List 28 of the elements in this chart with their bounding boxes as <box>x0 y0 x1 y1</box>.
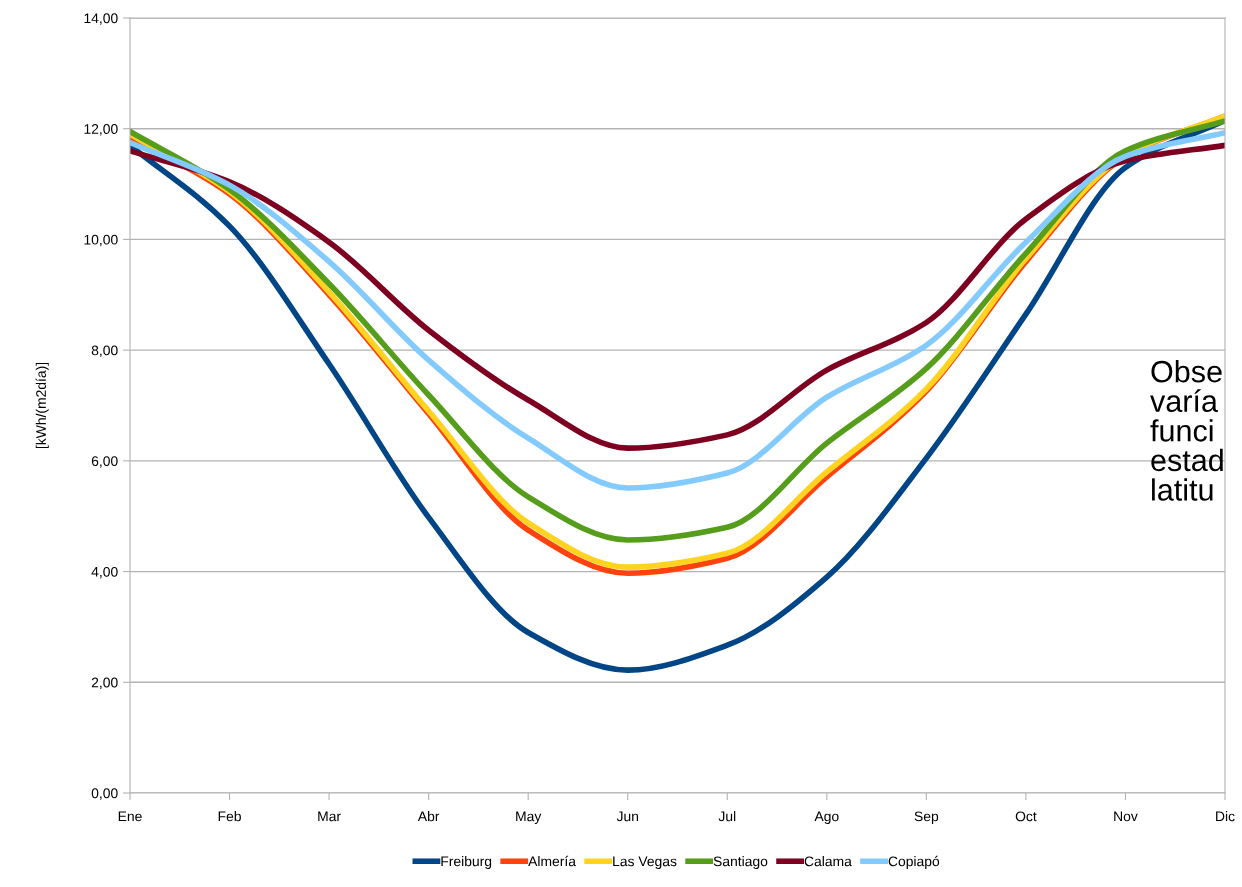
x-tick-label: Abr <box>417 811 440 822</box>
x-tick-label: Ago <box>814 811 839 824</box>
y-tick-label: 0,00 <box>91 788 118 800</box>
y-tick-label: 8,00 <box>91 345 118 357</box>
x-tick-label: May <box>516 811 542 824</box>
y-axis-title: [kWh/(m2día)] <box>35 362 49 449</box>
legend-label: Freiburg <box>441 856 492 869</box>
x-tick-label: Jun <box>616 811 639 822</box>
x-tick-label: Dic <box>1216 811 1235 822</box>
y-tick-label: 14,00 <box>84 13 118 25</box>
y-tick-label: 12,00 <box>84 124 118 136</box>
legend-label: Las Vegas <box>613 856 677 869</box>
x-tick-label: Jul <box>718 811 736 822</box>
x-tick-label: Mar <box>318 811 341 822</box>
y-tick-label: 4,00 <box>91 566 118 579</box>
annotation: Obse varía funci estad latitu <box>1150 360 1223 501</box>
legend-label: Copiapó <box>888 855 940 869</box>
legend-label: Almería <box>528 855 576 867</box>
x-tick-label: Nov <box>1114 811 1138 822</box>
y-tick-label: 6,00 <box>91 456 118 468</box>
x-tick-label: Ene <box>118 811 142 822</box>
legend-label: Santiago <box>713 856 768 869</box>
legend-label: Calama <box>804 856 852 867</box>
x-tick-label: Feb <box>218 811 241 822</box>
x-tick-label: Sep <box>914 811 939 824</box>
y-tick-label: 2,00 <box>91 677 118 690</box>
x-tick-label: Oct <box>1015 811 1037 822</box>
y-tick-label: 10,00 <box>84 234 118 247</box>
